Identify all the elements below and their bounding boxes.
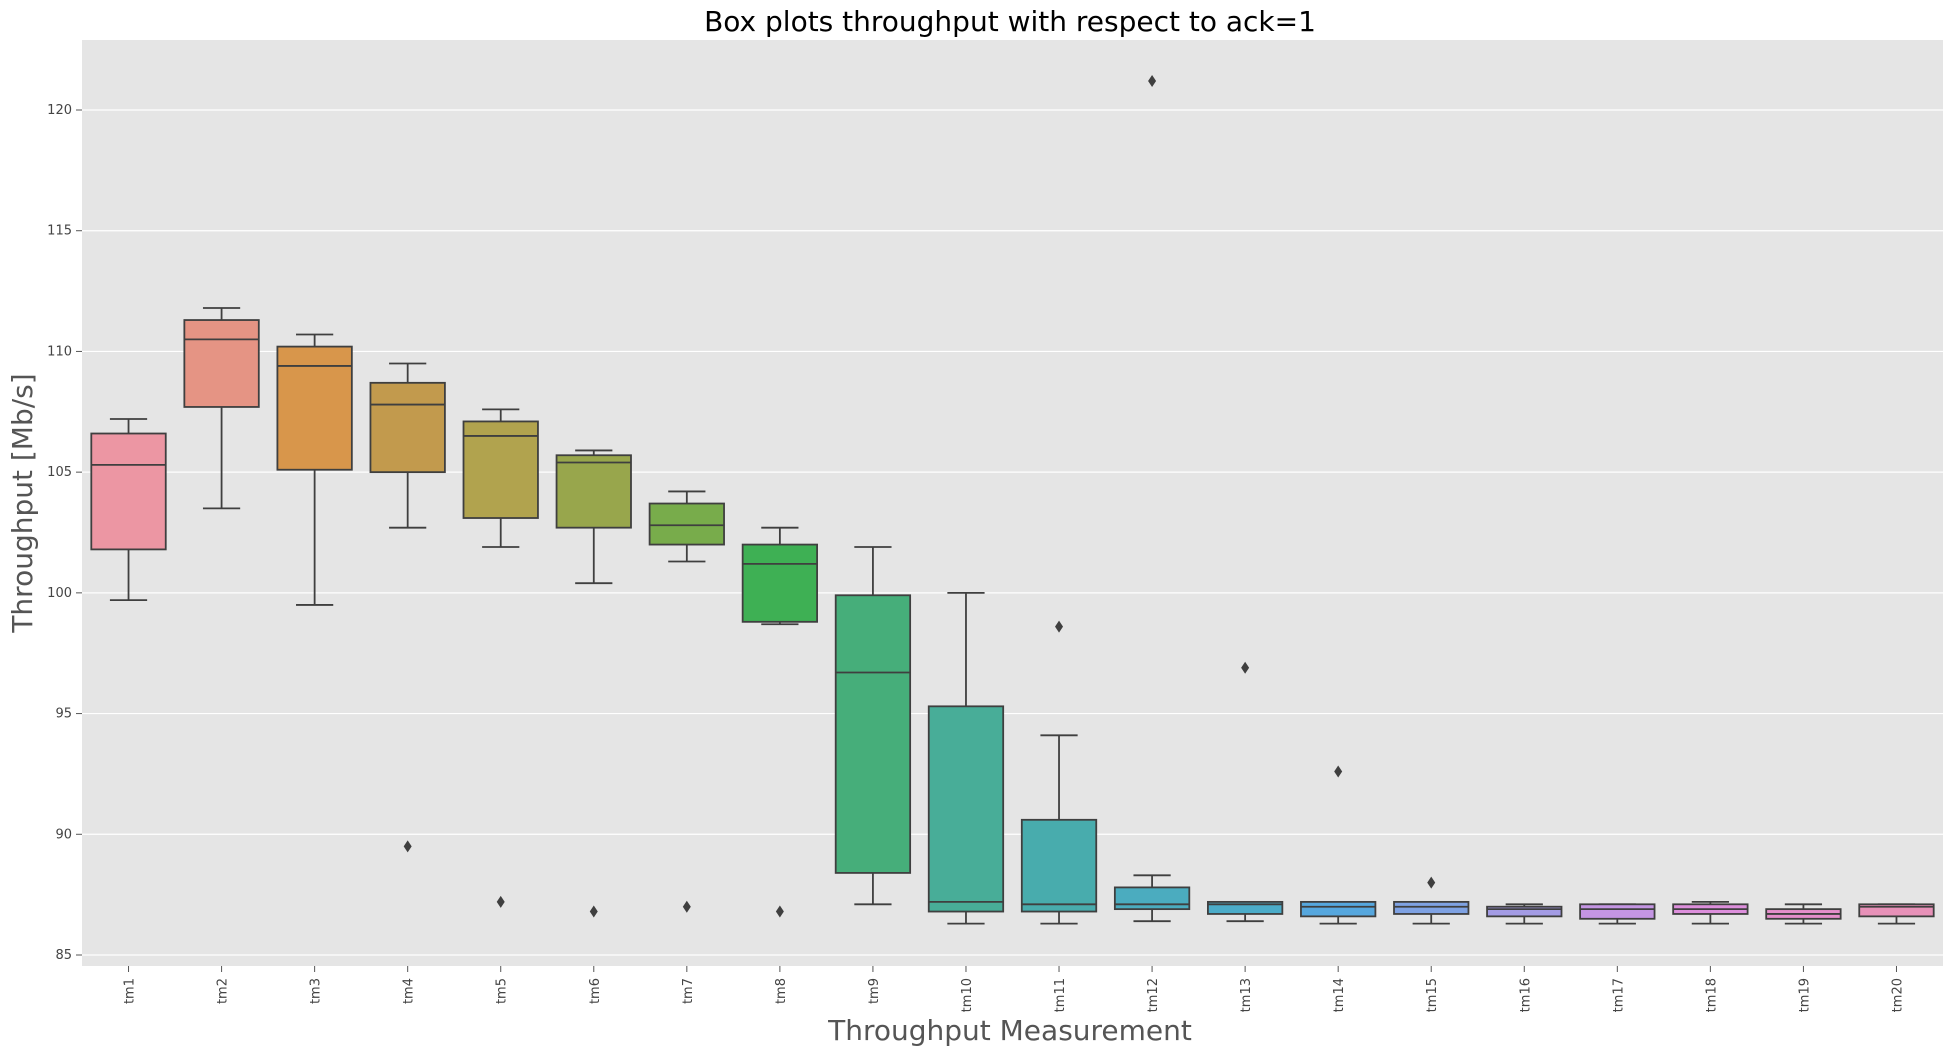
box-tm5 — [462, 408, 539, 908]
outlier-point — [496, 895, 505, 908]
x-tick-label: tm7 — [681, 978, 696, 1004]
x-tick-label: tm8 — [774, 978, 789, 1004]
box-tm3 — [276, 333, 353, 606]
y-tick-label: 120 — [47, 103, 72, 118]
box-iqr — [1393, 900, 1470, 915]
box-iqr — [1113, 886, 1191, 911]
box-tm1 — [90, 418, 167, 601]
box-iqr — [927, 705, 1005, 913]
x-tick-label: tm6 — [588, 978, 603, 1004]
y-axis-label: Throughput [Mb/s] — [6, 373, 39, 633]
box-iqr — [555, 454, 632, 529]
x-tick-label: tm14 — [1332, 978, 1347, 1012]
plot-area — [82, 40, 1943, 966]
x-tick-label: tm10 — [960, 978, 975, 1012]
box-tm8 — [741, 526, 818, 918]
box-iqr — [183, 319, 260, 408]
x-tick-label: tm20 — [1890, 978, 1905, 1012]
box-iqr — [1486, 905, 1563, 918]
y-tick-label: 105 — [47, 465, 72, 480]
outlier-point — [403, 840, 412, 853]
outlier-point — [1427, 876, 1436, 889]
outlier-point — [1241, 661, 1250, 674]
box-iqr — [1300, 900, 1377, 918]
outlier-point — [1148, 75, 1157, 88]
outlier-point — [589, 905, 598, 918]
box-iqr — [462, 420, 539, 519]
outlier-point — [682, 900, 691, 913]
outlier-point — [1334, 765, 1343, 778]
x-tick-label: tm2 — [216, 978, 231, 1004]
y-tick-label: 110 — [47, 344, 72, 359]
y-tick-labels: 85 90 95 100 105 110 115 120 — [47, 103, 82, 963]
y-tick-label: 100 — [47, 586, 72, 601]
box-tm15 — [1393, 876, 1470, 925]
box-iqr — [834, 594, 912, 874]
box-tm2 — [183, 307, 260, 510]
box-tm11 — [1020, 620, 1098, 925]
x-tick-label: tm4 — [402, 978, 417, 1004]
box-iqr — [369, 381, 446, 474]
box-tm14 — [1300, 765, 1377, 925]
x-tick-label: tm15 — [1425, 978, 1440, 1012]
box-iqr — [1579, 903, 1656, 920]
box-iqr — [648, 502, 725, 546]
boxes-layer — [90, 75, 1935, 925]
box-tm10 — [927, 591, 1005, 925]
x-tick-label: tm18 — [1704, 978, 1719, 1012]
box-iqr — [276, 345, 353, 471]
x-tick-label: tm11 — [1053, 978, 1068, 1012]
box-tm17 — [1579, 903, 1656, 925]
box-iqr — [1020, 818, 1098, 913]
y-tick-label: 95 — [55, 707, 72, 722]
outlier-point — [1055, 620, 1064, 633]
box-tm18 — [1672, 900, 1749, 925]
box-tm9 — [834, 546, 912, 906]
box-tm13 — [1207, 661, 1284, 923]
y-tick-label: 115 — [47, 224, 72, 239]
box-tm20 — [1858, 903, 1935, 925]
box-iqr — [741, 543, 818, 623]
box-tm12 — [1113, 75, 1191, 923]
chart-title: Box plots throughput with respect to ack… — [704, 5, 1316, 38]
x-tick-label: tm19 — [1797, 978, 1812, 1012]
x-tick-label: tm5 — [495, 978, 510, 1004]
box-tm6 — [555, 449, 632, 918]
box-tm7 — [648, 490, 725, 913]
x-tick-label: tm16 — [1518, 978, 1533, 1012]
box-tm19 — [1765, 903, 1842, 925]
box-iqr — [90, 432, 167, 551]
x-tick-label: tm13 — [1239, 978, 1254, 1012]
box-tm16 — [1486, 903, 1563, 925]
y-tick-label: 90 — [55, 827, 72, 842]
x-tick-label: tm17 — [1611, 978, 1626, 1012]
x-tick-labels: tm1 tm2 tm3 tm4 tm5 tm6 tm7 tm8 tm9 tm10 tm11 tm12 t… — [123, 966, 1905, 1012]
x-tick-label: tm3 — [309, 978, 324, 1004]
box-tm4 — [369, 362, 446, 853]
x-tick-label: tm12 — [1146, 978, 1161, 1012]
x-tick-label: tm1 — [123, 978, 138, 1004]
y-tick-label: 85 — [55, 948, 72, 963]
x-axis-label: Throughput Measurement — [827, 1014, 1192, 1047]
x-tick-label: tm9 — [867, 978, 882, 1004]
outlier-point — [775, 905, 784, 918]
